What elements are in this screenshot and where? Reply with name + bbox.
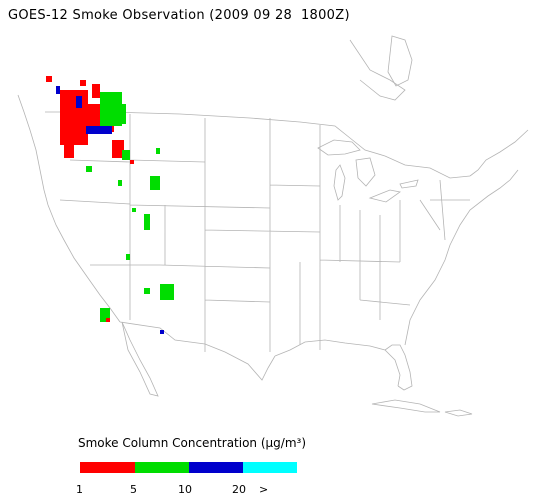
baja xyxy=(121,321,159,397)
canada-east xyxy=(469,129,529,177)
lake-ontario xyxy=(399,179,419,189)
page-title: GOES-12 Smoke Observation (2009 09 28 18… xyxy=(8,8,350,23)
hispaniola xyxy=(444,409,473,417)
mexico-border xyxy=(119,321,276,381)
smoke-cluster-pacific-northwest xyxy=(46,76,126,158)
lake-huron xyxy=(355,157,376,187)
legend-tick-1: 1 xyxy=(76,483,83,496)
smoke-cluster-utah xyxy=(126,208,150,260)
gulf-coastline xyxy=(274,339,401,387)
legend-title: Smoke Column Concentration (µg/m³) xyxy=(78,436,306,450)
smoke-clusters xyxy=(46,76,174,334)
smoke-cluster-idaho xyxy=(86,140,160,190)
florida xyxy=(384,344,413,391)
greenland-tip xyxy=(387,35,413,87)
legend-swatch-mid xyxy=(135,462,189,473)
hudson-region xyxy=(349,39,406,101)
legend-tick-gt: > xyxy=(259,483,269,496)
pacific-coastline xyxy=(17,94,121,323)
legend-swatch-low xyxy=(80,462,135,473)
lake-erie xyxy=(368,189,401,203)
lake-superior xyxy=(317,139,361,156)
smoke-cluster-arizona xyxy=(100,284,174,334)
map-outlines xyxy=(17,35,529,417)
smoke-map xyxy=(17,35,529,417)
legend-tick-5: 5 xyxy=(130,483,137,496)
legend-swatch-max xyxy=(243,462,297,473)
legend-tick-20: 20 xyxy=(232,483,246,496)
cuba xyxy=(371,399,441,413)
atlantic-coastline xyxy=(404,169,519,346)
lake-michigan xyxy=(333,164,346,201)
state-lines xyxy=(59,114,470,352)
legend-swatch-high xyxy=(189,462,243,473)
canada-border xyxy=(45,111,471,179)
legend-tick-10: 10 xyxy=(178,483,192,496)
